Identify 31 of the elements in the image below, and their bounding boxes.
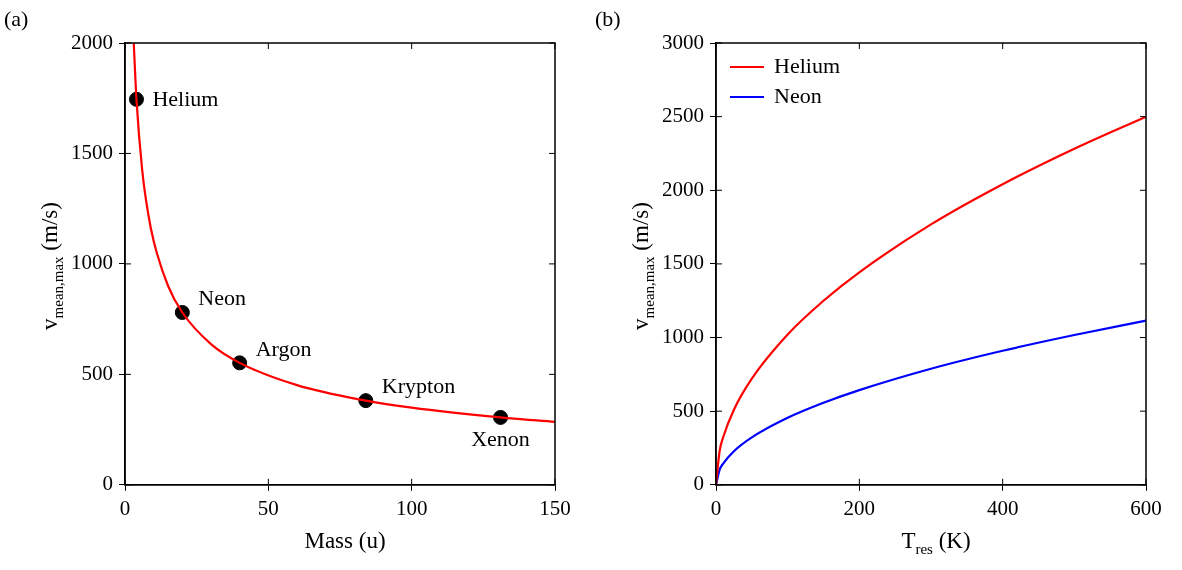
chart-title: (a)	[4, 6, 29, 32]
legend-label: Neon	[774, 82, 822, 108]
x-tick-label: 200	[843, 495, 876, 520]
x-tick-label: 400	[986, 495, 1019, 520]
x-axis-title: Mass (u)	[304, 528, 386, 554]
x-tick-label: 0	[710, 495, 722, 520]
y-tick-label: 0	[693, 471, 704, 496]
y-tick-label: 3000	[662, 29, 704, 54]
x-tick-label: 600	[1130, 495, 1162, 520]
x-axis-title: T$_{res}$ (K)	[901, 528, 971, 558]
y-tick-label: 1500	[71, 139, 113, 164]
x-tick-label: 0	[119, 495, 131, 520]
y-tick-label: 0	[102, 471, 113, 496]
y-tick-label: 1500	[662, 250, 704, 275]
y-tick-label: 2000	[662, 176, 704, 201]
y-tick-label: 1000	[662, 324, 704, 349]
y-tick-label: 2000	[71, 29, 113, 54]
x-tick-label: 150	[539, 495, 571, 520]
y-tick-label: 500	[81, 360, 113, 385]
x-tick-label: 50	[257, 495, 279, 520]
y-tick-label: 1000	[71, 250, 113, 275]
annotation: Argon	[255, 335, 312, 361]
annotation: Krypton	[381, 373, 456, 399]
chart-title: (b)	[595, 6, 621, 32]
annotation: Helium	[152, 86, 219, 112]
y-tick-label: 2500	[662, 103, 704, 128]
annotation: Neon	[198, 285, 246, 311]
legend-label: Helium	[774, 52, 840, 78]
y-tick-label: 500	[672, 397, 704, 422]
x-tick-label: 100	[395, 495, 428, 520]
annotation: Xenon	[471, 426, 530, 452]
